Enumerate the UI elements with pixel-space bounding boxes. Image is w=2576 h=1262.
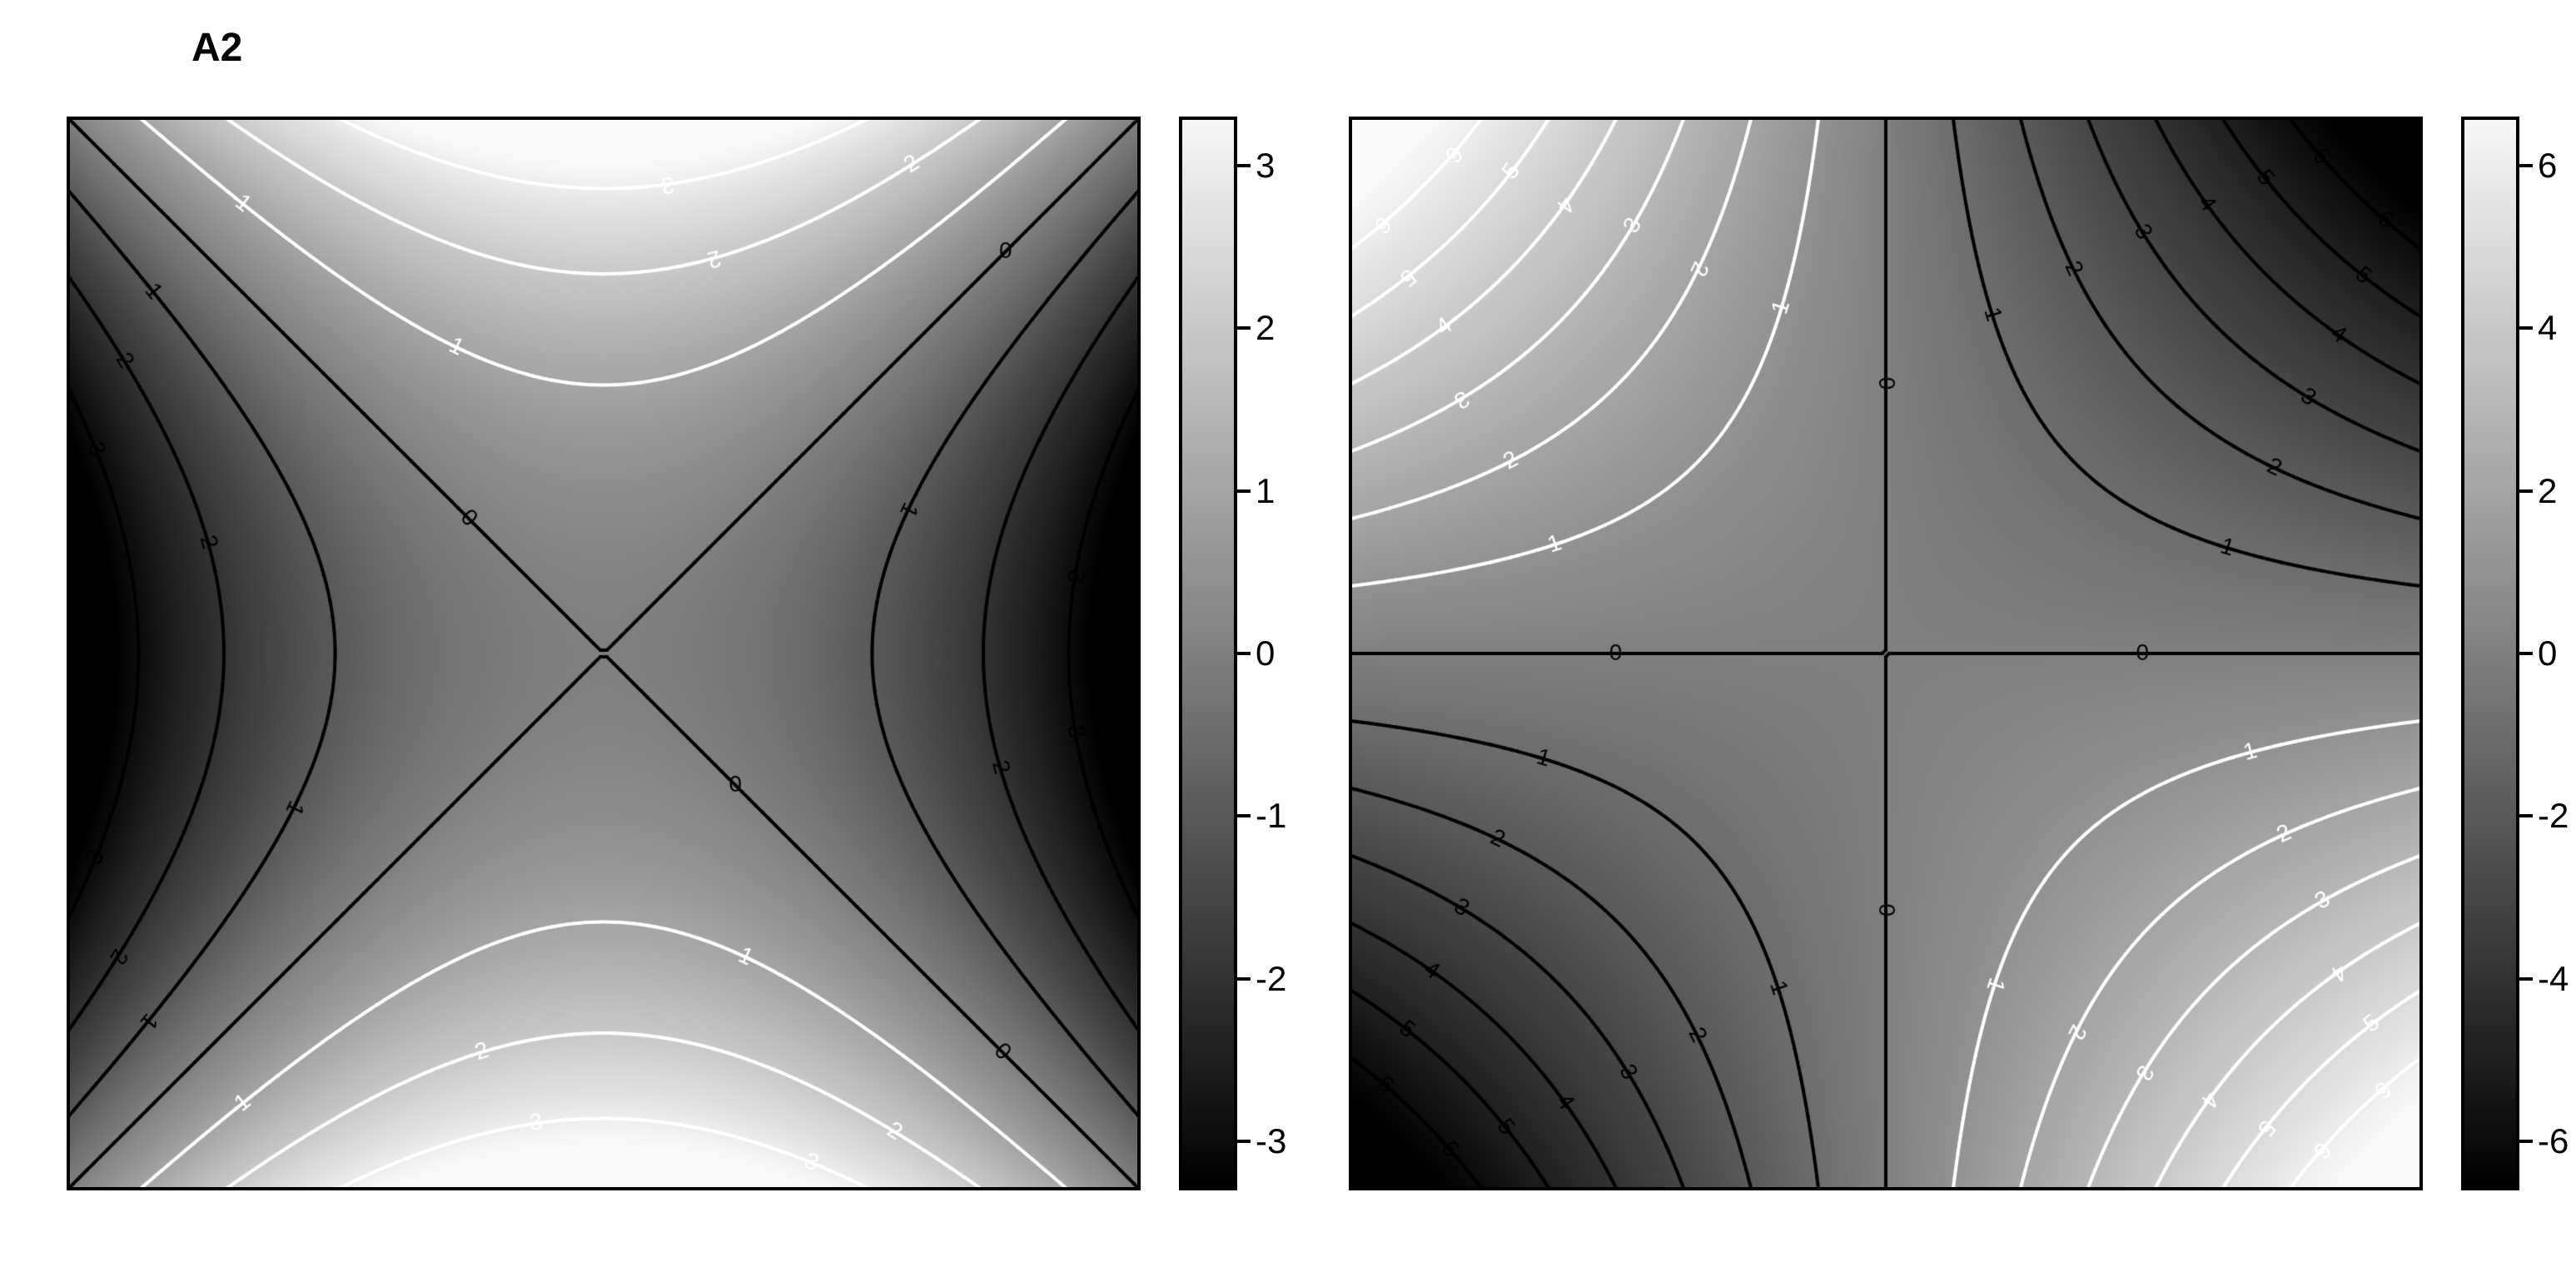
colorbar-tick — [1237, 326, 1251, 330]
colorbar-tick — [1237, 652, 1251, 655]
left-colorbar-frame — [1179, 117, 1237, 1190]
colorbar-tick — [2519, 326, 2533, 330]
colorbar-tick-label: -2 — [1256, 959, 1286, 999]
colorbar-tick-label: 3 — [1256, 146, 1275, 186]
colorbar-tick-label: -6 — [2538, 1121, 2569, 1161]
colorbar-tick-label: 0 — [1256, 633, 1275, 673]
colorbar-tick-label: 6 — [2538, 146, 2557, 186]
colorbar-tick — [1237, 977, 1251, 981]
colorbar-tick-label: 2 — [2538, 471, 2557, 511]
colorbar-tick — [1237, 164, 1251, 167]
colorbar-tick — [2519, 814, 2533, 817]
colorbar-tick-label: 1 — [1256, 471, 1275, 511]
colorbar-tick — [2519, 164, 2533, 167]
colorbar-tick — [2519, 489, 2533, 493]
colorbar-tick — [2519, 1140, 2533, 1143]
colorbar-tick — [2519, 977, 2533, 981]
colorbar-tick-label: 0 — [2538, 633, 2557, 673]
colorbar-tick — [1237, 814, 1251, 817]
colorbar-tick — [1237, 1140, 1251, 1143]
colorbar-tick — [2519, 652, 2533, 655]
colorbar-tick — [1237, 489, 1251, 493]
right-colorbar-frame — [2461, 117, 2519, 1190]
colorbar-tick-label: -3 — [1256, 1121, 1286, 1161]
panel-title: A2 — [191, 25, 242, 71]
right-plot-frame — [1349, 117, 2423, 1190]
colorbar-tick-label: 2 — [1256, 308, 1275, 348]
colorbar-tick-label: -1 — [1256, 796, 1286, 836]
figure-container: A2 3 2 1 0 -1 -2 -3 6 4 2 0 -2 -4 -6 — [0, 0, 2576, 1262]
left-plot-frame — [67, 117, 1141, 1190]
colorbar-tick-label: -2 — [2538, 796, 2569, 836]
colorbar-tick-label: 4 — [2538, 308, 2557, 348]
colorbar-tick-label: -4 — [2538, 959, 2569, 999]
